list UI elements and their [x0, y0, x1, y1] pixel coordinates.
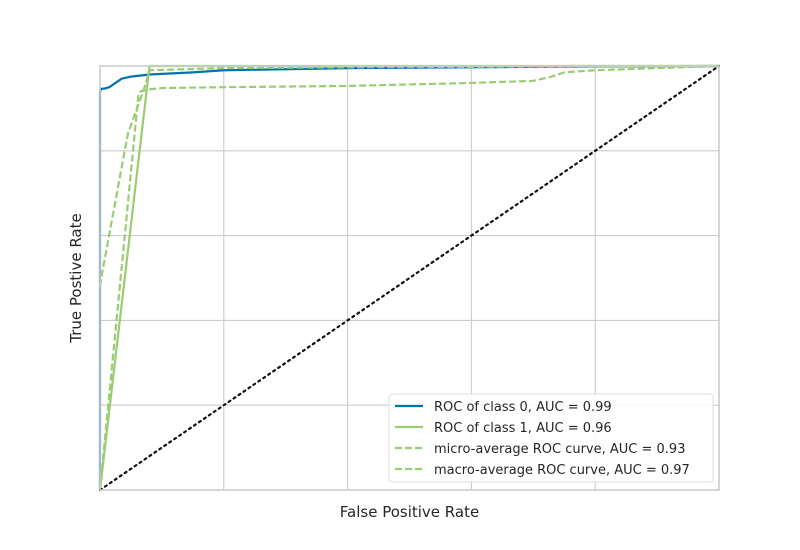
x-axis-label: False Positive Rate — [340, 503, 479, 521]
plot-frame — [99, 65, 720, 491]
legend: ROC of class 0, AUC = 0.99 ROC of class … — [388, 393, 714, 483]
legend-label-macro-average: macro-average ROC curve, AUC = 0.97 — [434, 463, 690, 478]
legend-box — [388, 393, 714, 483]
chance-diagonal-line — [98, 64, 721, 492]
legend-label-class-0: ROC of class 0, AUC = 0.99 — [434, 400, 612, 415]
y-axis-label: True Postive Rate — [67, 213, 85, 343]
legend-label-micro-average: micro-average ROC curve, AUC = 0.93 — [434, 442, 685, 457]
micro-average-line — [98, 64, 719, 287]
macro-average-line — [98, 64, 720, 491]
legend-label-class-1: ROC of class 1, AUC = 0.96 — [434, 421, 612, 436]
